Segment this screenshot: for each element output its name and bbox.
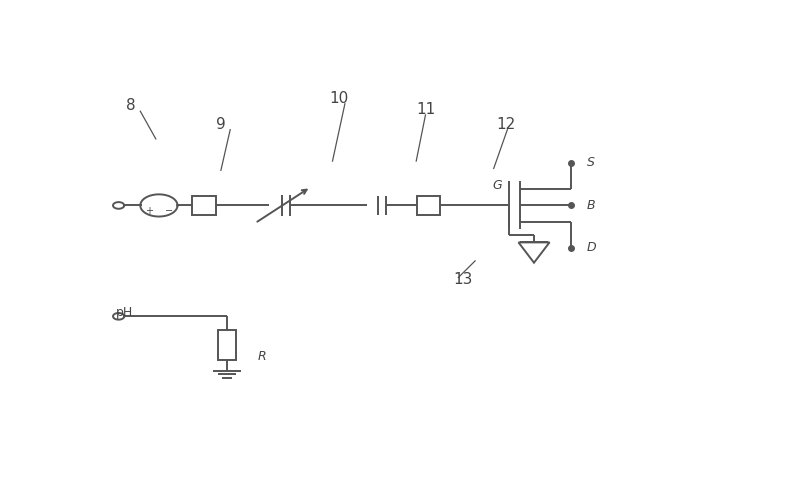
Text: +: + [145, 206, 153, 216]
Text: D: D [586, 241, 596, 254]
Bar [417, 196, 440, 215]
Bar [192, 196, 216, 215]
Text: −: − [165, 206, 173, 216]
Bar [218, 330, 236, 360]
Text: pH: pH [115, 306, 133, 319]
Text: 8: 8 [126, 98, 136, 113]
Text: S: S [586, 156, 594, 169]
Text: 10: 10 [329, 91, 348, 106]
Polygon shape [518, 242, 550, 263]
Text: 11: 11 [416, 102, 435, 117]
Text: R: R [258, 350, 266, 363]
Text: 12: 12 [497, 117, 516, 132]
Text: 13: 13 [453, 272, 472, 287]
Text: B: B [586, 199, 595, 212]
Text: G: G [492, 179, 502, 192]
Text: 9: 9 [216, 117, 226, 132]
